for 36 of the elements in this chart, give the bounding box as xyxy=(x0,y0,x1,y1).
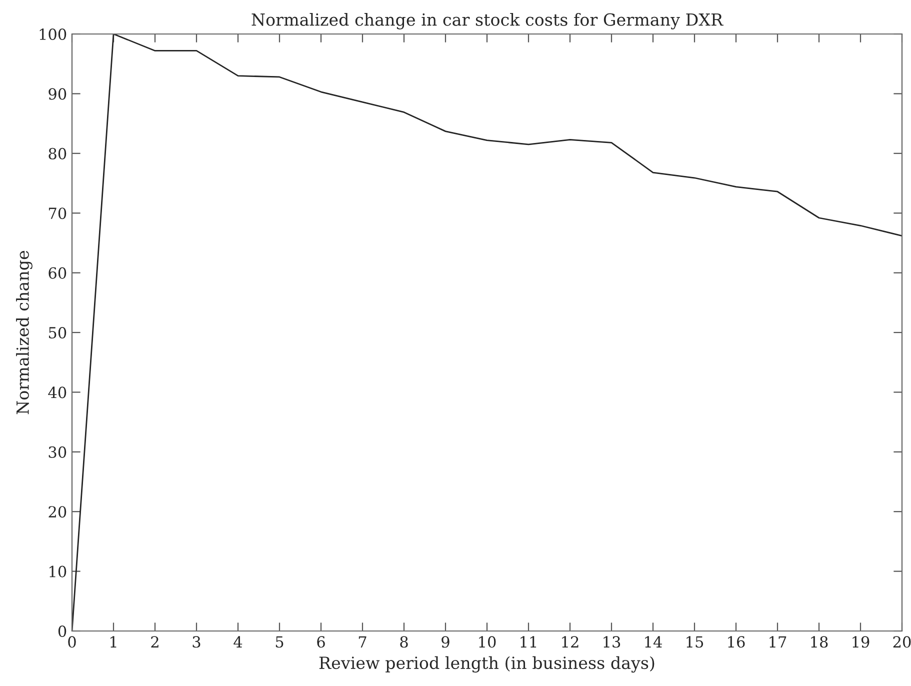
y-tick-label: 0 xyxy=(58,625,66,638)
x-tick-label: 18 xyxy=(811,636,828,648)
x-tick-label: 3 xyxy=(192,636,200,648)
x-tick-label: 10 xyxy=(479,636,496,648)
x-tick-label: 14 xyxy=(645,636,662,648)
y-tick-label: 70 xyxy=(48,208,66,220)
x-tick-label: 12 xyxy=(562,636,578,648)
x-axis-title: Review period length (in business days) xyxy=(319,656,654,673)
x-tick-label: 16 xyxy=(728,636,745,648)
y-tick-label: 10 xyxy=(50,566,66,578)
x-tick-label: 9 xyxy=(442,636,450,648)
y-tick-label: 80 xyxy=(48,148,66,160)
x-tick-label: 11 xyxy=(520,636,536,648)
y-axis-title: Normalized change xyxy=(16,250,32,414)
x-tick-label: 2 xyxy=(151,636,158,648)
x-tick-label: 7 xyxy=(358,636,366,648)
y-tick-label: 30 xyxy=(48,446,66,458)
y-tick-label: 90 xyxy=(48,88,66,100)
x-tick-label: 4 xyxy=(234,636,242,648)
line-series xyxy=(72,34,902,631)
x-tick-label: 1 xyxy=(110,636,116,648)
x-tick-label: 0 xyxy=(68,636,76,648)
y-tick-label: 100 xyxy=(40,28,66,40)
x-tick-label: 20 xyxy=(893,636,911,648)
x-tick-label: 5 xyxy=(276,636,284,648)
x-tick-label: 17 xyxy=(770,636,786,648)
x-tick-label: 19 xyxy=(852,636,870,648)
y-tick-label: 60 xyxy=(48,267,66,279)
chart-title: Normalized change in car stock costs for Germany DXR xyxy=(252,13,724,30)
x-tick-label: 6 xyxy=(317,636,325,648)
y-tick-label: 50 xyxy=(48,326,66,339)
x-tick-label: 13 xyxy=(604,636,620,648)
y-tick-label: 40 xyxy=(48,386,66,398)
y-tick-label: 20 xyxy=(48,506,66,518)
x-tick-label: 8 xyxy=(400,636,408,648)
x-tick-label: 15 xyxy=(686,636,704,648)
